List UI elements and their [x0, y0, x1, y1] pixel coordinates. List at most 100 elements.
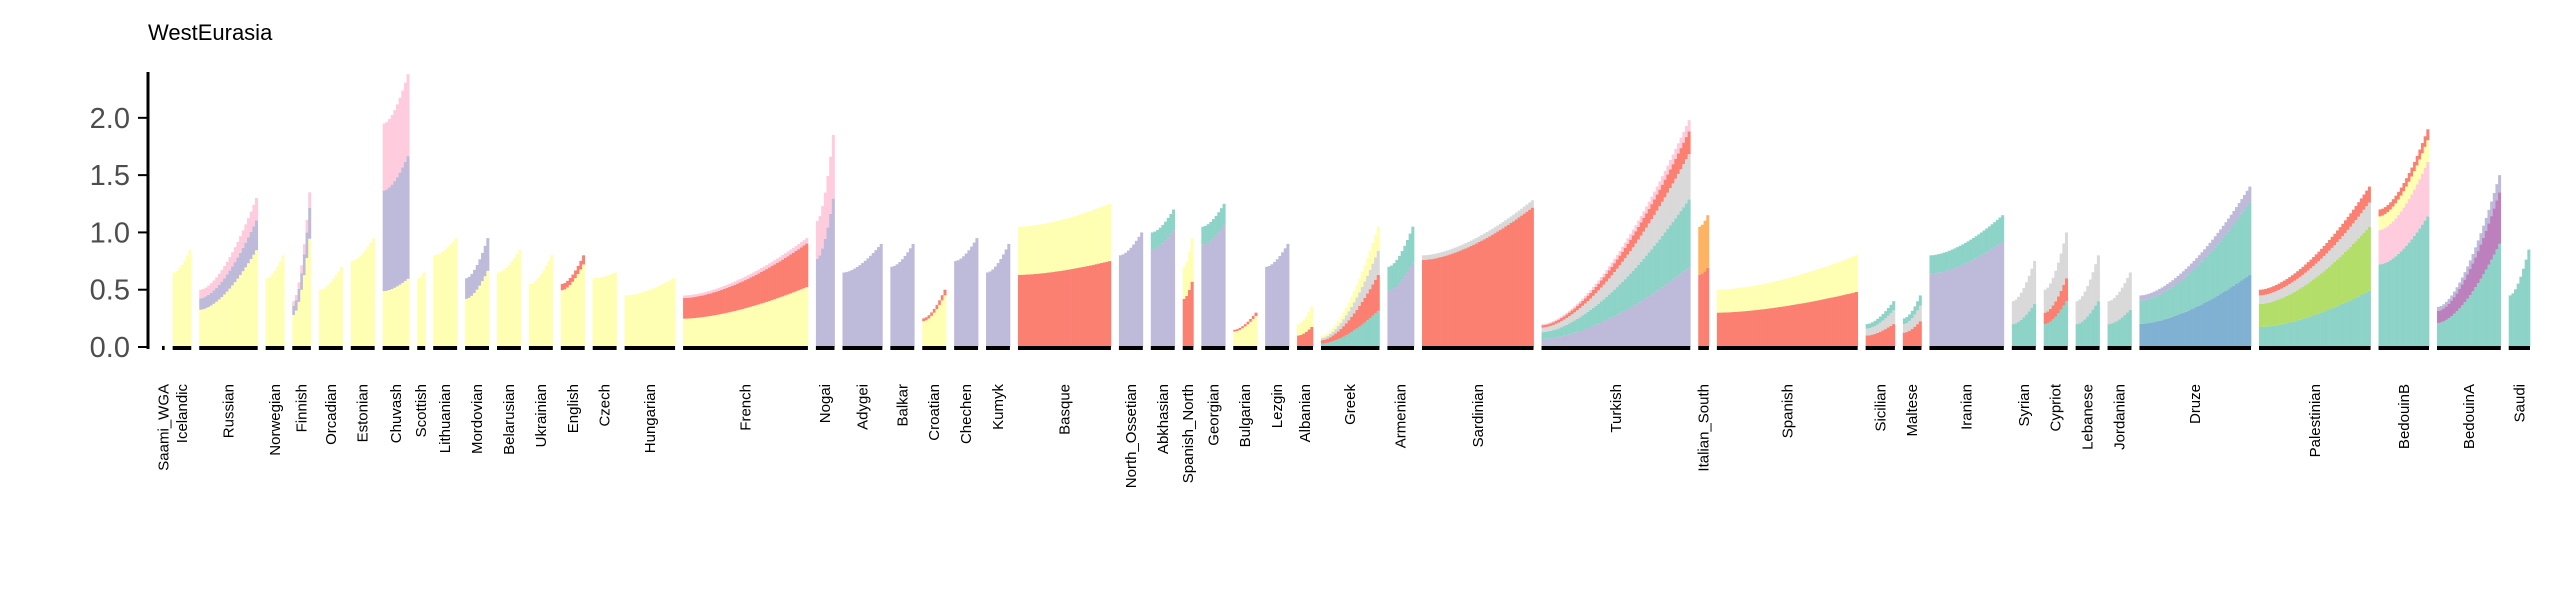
- bar-segment: [223, 278, 227, 295]
- bar-segment: [2142, 323, 2146, 347]
- bar-segment: [805, 238, 809, 244]
- bar-segment: [1544, 327, 1548, 332]
- bar-segment: [1716, 312, 1720, 348]
- bar-segment: [1023, 274, 1027, 347]
- bar-segment: [1331, 331, 1335, 336]
- bar-segment: [762, 302, 766, 347]
- bar-segment: [1679, 210, 1683, 274]
- bar-segment: [1669, 160, 1673, 170]
- bar-segment: [1190, 281, 1194, 347]
- bar-segment: [1584, 298, 1588, 304]
- bar-segment: [1979, 232, 1983, 256]
- bar-segment: [1570, 322, 1574, 334]
- population-label: Sicilian: [1872, 384, 1889, 432]
- bar-segment: [2064, 301, 2068, 347]
- bar-segment: [1621, 261, 1625, 282]
- bar-segment: [568, 278, 572, 285]
- bar-segment: [2466, 266, 2470, 275]
- bar-segment: [550, 255, 554, 347]
- bar-segment: [2144, 299, 2148, 324]
- bar-segment: [1374, 257, 1378, 280]
- bar-segment: [1613, 289, 1617, 317]
- bar-segment: [228, 257, 232, 271]
- bar-segment: [2290, 293, 2294, 322]
- bar-segment: [236, 278, 240, 347]
- bar-segment: [2320, 248, 2324, 259]
- bar-segment: [940, 300, 944, 347]
- bar-segment: [1390, 290, 1394, 347]
- bar-segment: [1592, 295, 1596, 308]
- bar-segment: [1528, 202, 1532, 210]
- bar-segment: [1639, 215, 1643, 223]
- bar-segment: [2088, 279, 2092, 314]
- bar-segment: [220, 270, 224, 282]
- bar-segment: [1211, 219, 1215, 239]
- bar-segment: [2394, 203, 2398, 219]
- bar-segment: [2166, 290, 2170, 319]
- bar-segment: [2304, 272, 2308, 286]
- bar-segment: [1530, 207, 1534, 347]
- bar-segment: [1950, 269, 1954, 347]
- bar-segment: [1592, 325, 1596, 347]
- bar-segment: [438, 253, 442, 347]
- bar-segment: [1052, 221, 1056, 272]
- bar-segment: [624, 295, 628, 347]
- bar-segment: [1913, 314, 1917, 327]
- bar-segment: [1403, 245, 1407, 277]
- bar-segment: [2142, 300, 2146, 324]
- population-label: Maltese: [1904, 384, 1921, 437]
- bar-segment: [1084, 266, 1088, 347]
- bar-segment: [1544, 323, 1548, 325]
- bar-segment: [1360, 272, 1364, 287]
- bar-segment: [2272, 301, 2276, 326]
- bar-segment: [2418, 179, 2422, 229]
- bar-segment: [688, 318, 692, 347]
- bar-segment: [1094, 264, 1098, 347]
- bar-segment: [294, 294, 298, 301]
- bar-segment: [2112, 322, 2116, 347]
- bar-segment: [2046, 323, 2050, 347]
- population-baseline: [1233, 346, 1258, 350]
- bar-segment: [1937, 254, 1941, 273]
- bar-segment: [1740, 311, 1744, 347]
- bar-segment: [2418, 149, 2422, 160]
- bar-segment: [2078, 299, 2082, 324]
- bar-segment: [1868, 328, 1872, 336]
- bar-segment: [1956, 267, 1960, 347]
- bar-segment: [2237, 282, 2241, 347]
- bar-segment: [1639, 301, 1643, 347]
- bar-segment: [1993, 222, 1997, 248]
- bar-segment: [712, 315, 716, 347]
- bar-segment: [209, 305, 213, 347]
- bar-segment: [1411, 262, 1415, 347]
- bar-segment: [398, 97, 402, 173]
- bar-segment: [1065, 269, 1069, 347]
- population-baseline: [954, 346, 979, 350]
- bar-segment: [294, 310, 298, 347]
- bar-segment: [1870, 322, 1874, 328]
- bar-segment: [228, 288, 232, 347]
- bar-segment: [2261, 303, 2265, 327]
- bar-segment: [1036, 224, 1040, 274]
- bar-segment: [2410, 194, 2414, 240]
- bar-segment: [1480, 235, 1484, 241]
- bar-segment: [2266, 302, 2270, 327]
- bar-segment: [683, 318, 687, 347]
- bar-segment: [627, 295, 631, 347]
- bar-segment: [2176, 315, 2180, 347]
- population-baseline: [1929, 346, 2004, 350]
- bar-segment: [770, 266, 774, 301]
- bar-segment: [1568, 312, 1572, 317]
- bar-segment: [2269, 293, 2273, 303]
- bar-segment: [1756, 309, 1760, 347]
- bar-segment: [225, 261, 229, 275]
- bar-segment: [2341, 236, 2345, 255]
- bar-segment: [1732, 311, 1736, 347]
- bar-segment: [2216, 295, 2220, 347]
- bar-segment: [2158, 320, 2162, 347]
- bar-segment: [2402, 183, 2406, 192]
- bar-segment: [2208, 300, 2212, 347]
- bar-segment: [571, 281, 575, 347]
- bar-segment: [1366, 293, 1370, 321]
